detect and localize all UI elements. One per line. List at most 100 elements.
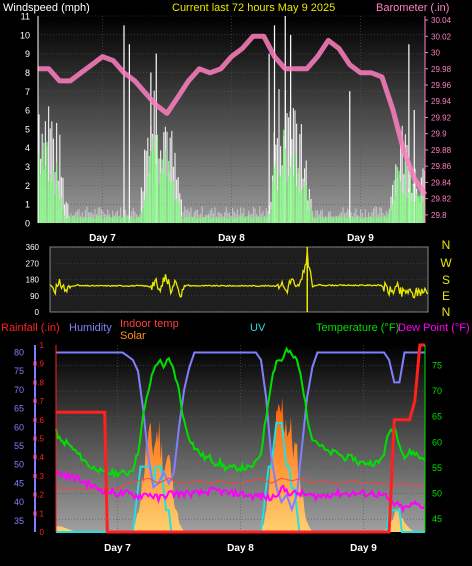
temperature-y-tick: 75 [432, 360, 442, 370]
temp-x-ticks: Day 7 Day 8 Day 9 [104, 543, 377, 554]
temperature-y-tick: 45 [432, 514, 442, 524]
wind-y-tick: 8 [25, 68, 30, 78]
barometer-y-tick: 29.88 [431, 146, 452, 155]
wind-y-tick: 10 [20, 30, 30, 40]
compass-label: N [442, 238, 451, 252]
barometer-y-tick: 29.96 [431, 81, 452, 90]
temp-grid [56, 345, 425, 532]
wind-y-tick: 11 [21, 12, 30, 22]
legend: Rainfall (.in) Humidity Indoor temp Sola… [1, 318, 470, 342]
temperature-y-tick: 55 [432, 463, 442, 473]
legend-solar: Solar [120, 330, 146, 342]
barometer-y-tick: 29.9 [431, 130, 447, 139]
temp-x-tick: Day 7 [104, 543, 131, 554]
humidity-y-tick: 55 [14, 441, 24, 451]
wind-y-tick: 6 [25, 106, 30, 116]
compass-label: W [440, 256, 452, 270]
rainfall-y-ticks: 0 0.1 0.2 0.3 0.4 0.5 0.6 0.7 0.8 0.9 1 [33, 341, 45, 537]
humidity-y-tick: 35 [14, 516, 24, 526]
barometer-y-tick: 30.04 [431, 16, 452, 25]
wind-y-tick: 7 [25, 87, 30, 97]
rainfall-y-tick: 1 [40, 341, 45, 350]
temp-humidity-chart: 35 40 45 50 55 60 65 70 75 80 0 0.1 0.2 0.3 0.4 0.5 0.6… [14, 341, 442, 554]
wind-x-tick: Day 7 [89, 233, 116, 244]
barometer-y-tick: 29.8 [431, 211, 447, 220]
compass-label: S [442, 273, 450, 287]
legend-rainfall: Rainfall (.in) [1, 322, 60, 334]
barometer-y-tick: 29.82 [431, 195, 452, 204]
direction-y-tick: 360 [26, 243, 40, 252]
wind-x-tick: Day 9 [347, 233, 374, 244]
legend-uv: UV [250, 322, 266, 334]
direction-line [49, 250, 429, 299]
dew-point-line [55, 469, 426, 514]
page-title: Current last 72 hours May 9 2025 [172, 2, 335, 14]
temperature-y-ticks: 45 50 55 60 65 70 75 [432, 360, 442, 524]
windspeed-title: Windspeed (mph) [3, 2, 90, 14]
wind-y-tick: 4 [25, 143, 30, 153]
temp-x-tick: Day 9 [350, 543, 377, 554]
wind-y-tick: 3 [25, 162, 30, 172]
barometer-title: Barometer (.in) [376, 2, 449, 14]
temperature-line [55, 346, 426, 479]
legend-temperature: Temperature (°F) [316, 322, 399, 334]
humidity-line [56, 351, 425, 513]
temperature-y-tick: 60 [432, 437, 442, 447]
rainfall-y-tick: 0.2 [33, 491, 45, 500]
rainfall-y-tick: 0.7 [33, 397, 45, 406]
barometer-line [38, 33, 428, 196]
barometer-y-tick: 30 [431, 49, 440, 58]
wind-y-tick: 0 [25, 219, 30, 229]
rainfall-y-tick: 0.3 [33, 472, 45, 481]
wind-y-tick: 5 [25, 124, 30, 134]
temperature-y-tick: 50 [432, 489, 442, 499]
direction-y-tick: 180 [26, 276, 40, 285]
direction-y-tick: 0 [35, 308, 40, 317]
direction-grid [50, 246, 428, 313]
barometer-y-tick: 30.02 [431, 32, 452, 41]
compass-label: E [442, 289, 450, 303]
direction-y-tick: 270 [26, 259, 40, 268]
humidity-y-ticks: 35 40 45 50 55 60 65 70 75 80 [14, 347, 24, 525]
wind-y-tick: 1 [25, 200, 30, 210]
rainfall-y-tick: 0.6 [33, 416, 45, 425]
humidity-y-tick: 70 [14, 385, 24, 395]
wind-y-ticks: 0 1 2 3 4 5 6 7 8 9 10 11 [20, 12, 30, 229]
rainfall-y-tick: 0.4 [33, 453, 45, 462]
indoor-temp-line [56, 477, 425, 490]
rainfall-y-tick: 0 [40, 528, 45, 537]
wind-y-tick: 9 [25, 49, 30, 59]
wind-x-tick: Day 8 [218, 233, 245, 244]
wind-plot-background [38, 16, 425, 223]
humidity-y-tick: 45 [14, 478, 24, 488]
direction-y-ticks: 0 90 180 270 360 [26, 243, 40, 317]
humidity-y-tick: 75 [14, 366, 24, 376]
humidity-y-tick: 65 [14, 404, 24, 414]
humidity-y-tick: 60 [14, 422, 24, 432]
rainfall-line [56, 343, 425, 534]
rainfall-y-tick: 0.9 [33, 360, 45, 369]
barometer-y-tick: 29.86 [431, 162, 452, 171]
legend-humidity: Humidity [69, 322, 112, 334]
legend-indoor-temp: Indoor temp [120, 318, 179, 330]
rainfall-y-tick: 0.5 [33, 435, 45, 444]
wind-x-ticks: Day 7 Day 8 Day 9 [89, 233, 374, 244]
barometer-y-tick: 29.84 [431, 178, 452, 187]
rainfall-y-tick: 0.8 [33, 378, 45, 387]
humidity-y-tick: 40 [14, 497, 24, 507]
wind-average-bars [38, 129, 426, 223]
temp-x-tick: Day 8 [227, 543, 254, 554]
temperature-y-tick: 65 [432, 412, 442, 422]
barometer-y-ticks: 29.8 29.82 29.84 29.86 29.88 29.9 29.92 29.94 29… [425, 16, 452, 220]
barometer-y-tick: 29.92 [431, 113, 452, 122]
compass-label: N [442, 305, 451, 319]
rainfall-y-tick: 0.1 [33, 509, 45, 518]
humidity-y-tick: 50 [14, 460, 24, 470]
solar-area [56, 397, 425, 532]
temperature-y-tick: 70 [432, 386, 442, 396]
